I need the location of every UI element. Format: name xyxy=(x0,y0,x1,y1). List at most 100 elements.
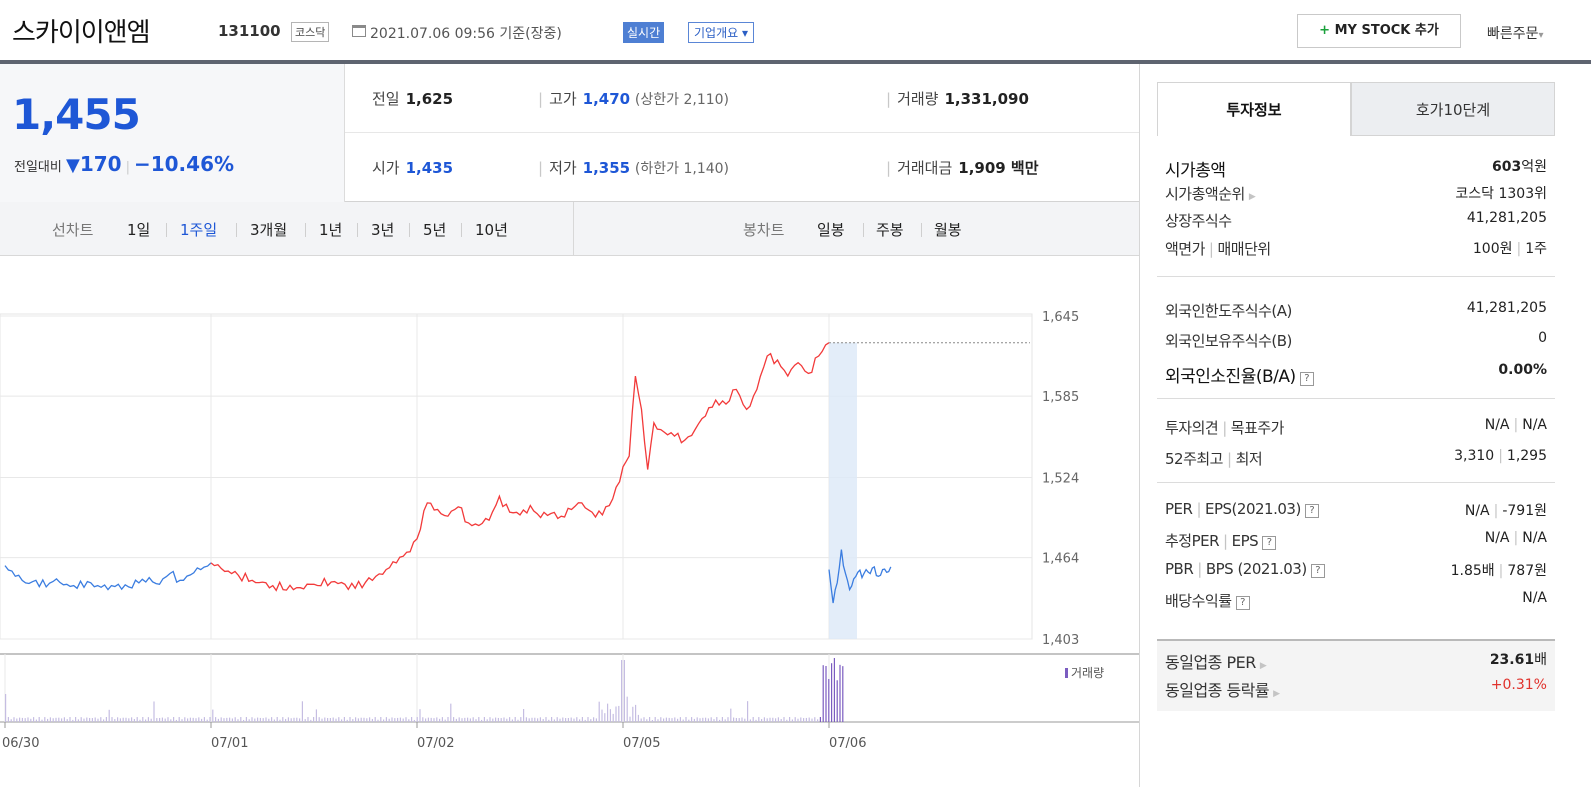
tab-1year[interactable]: 1년 xyxy=(319,221,343,239)
tab-weekly[interactable]: 주봉 xyxy=(876,221,904,239)
volume-bar xyxy=(738,718,740,722)
volume-bar xyxy=(811,718,813,722)
volume-bar xyxy=(391,717,393,722)
add-mystock-button[interactable]: + MY STOCK 추가 xyxy=(1297,14,1461,48)
trade-unit-label: 매매단위 xyxy=(1217,240,1271,258)
volume-bar xyxy=(772,717,774,722)
volume-bar xyxy=(35,719,37,722)
volume-bar xyxy=(461,718,463,722)
tab-3year[interactable]: 3년 xyxy=(371,221,395,239)
help-icon[interactable]: ? xyxy=(1304,504,1319,518)
volume-bar xyxy=(601,709,603,722)
volume-bar xyxy=(741,717,743,722)
volume-bar xyxy=(229,717,231,722)
chevron-right-icon: ▶ xyxy=(1248,192,1256,202)
tab-5year[interactable]: 5년 xyxy=(423,221,447,239)
volume-bar xyxy=(506,718,508,722)
volume-bar xyxy=(509,717,511,722)
volume-bar xyxy=(635,704,637,722)
help-icon[interactable]: ? xyxy=(1262,536,1277,550)
calendar-icon xyxy=(352,25,366,37)
volume-bar xyxy=(69,717,71,722)
volume-bar xyxy=(649,717,651,722)
help-icon[interactable]: ? xyxy=(1310,564,1325,578)
volume-bar xyxy=(122,717,124,722)
volume-bar xyxy=(584,719,586,722)
volume-bar xyxy=(682,719,684,722)
peer-per-row[interactable]: 동일업종 PER ▶ 23.61배 xyxy=(1165,652,1547,672)
volume-bar xyxy=(702,717,704,722)
candle-chart-label[interactable]: 봉차트 xyxy=(743,221,785,239)
y-tick-label: 1,585 xyxy=(1042,390,1079,405)
volume-bar xyxy=(117,717,119,722)
dividend-value: N/A xyxy=(1522,590,1547,606)
tab-10year[interactable]: 10년 xyxy=(475,221,508,239)
market-cap-label: 시가총액 xyxy=(1165,161,1226,181)
volume-bar xyxy=(422,717,424,722)
volume-bar xyxy=(615,706,617,722)
market-cap-rank-row[interactable]: 시가총액순위 ▶ 코스닥 1303위 xyxy=(1165,183,1547,205)
market-cap-rank-label: 시가총액순위 xyxy=(1165,185,1245,203)
tab-monthly[interactable]: 월봉 xyxy=(934,221,962,239)
est-eps-value: N/A xyxy=(1522,530,1547,546)
volume-bar xyxy=(97,718,99,722)
volume-bar xyxy=(475,719,477,722)
volume-bar xyxy=(371,718,373,722)
volume-bar xyxy=(72,719,74,722)
volume-bar xyxy=(556,717,558,722)
volume-bar xyxy=(397,717,399,722)
volume-bar xyxy=(399,717,401,722)
est-eps-label: EPS xyxy=(1231,532,1259,550)
peer-rate-row[interactable]: 동일업종 등락률 ▶ +0.31% xyxy=(1165,677,1547,700)
tab-invest-info[interactable]: 투자정보 xyxy=(1157,82,1351,136)
volume-bar xyxy=(310,719,312,722)
volume-bar xyxy=(486,719,488,722)
volume-bar xyxy=(828,678,830,722)
volume-bar xyxy=(251,717,253,722)
volume-bar xyxy=(455,718,457,722)
volume-bar xyxy=(187,718,189,722)
volume-bar xyxy=(240,717,242,722)
price-chart: 1,645 1,585 1,524 1,464 1,403 거래량 06/30 07/01 07… xyxy=(0,256,1140,787)
tab-1week[interactable]: 1주일 xyxy=(180,221,218,239)
tab-daily[interactable]: 일봉 xyxy=(817,221,845,239)
volume-bar xyxy=(209,717,211,722)
volume-bar xyxy=(752,717,754,722)
y-tick-label: 1,464 xyxy=(1042,552,1079,567)
volume-bar xyxy=(287,717,289,722)
volume-bar xyxy=(203,717,205,722)
volume-bar xyxy=(257,717,259,722)
dividend-row: 배당수익률? N/A xyxy=(1165,590,1547,612)
volume-bar xyxy=(719,719,721,722)
volume-bar xyxy=(517,719,519,722)
volume-bar xyxy=(133,719,135,722)
realtime-button[interactable]: 실시간 xyxy=(623,22,665,43)
volume-bar xyxy=(565,718,567,722)
peer-rate-value: +0.31% xyxy=(1490,677,1547,693)
help-icon[interactable]: ? xyxy=(1299,372,1314,386)
stock-header: 스카이이앤엠 131100 코스닥 2021.07.06 09:56 기준(장중… xyxy=(0,0,1591,62)
volume-bar xyxy=(500,718,502,722)
volume-bar xyxy=(539,717,541,722)
volume-bar xyxy=(749,719,751,722)
line-chart-label[interactable]: 선차트 xyxy=(52,221,94,239)
volume-bar xyxy=(769,717,771,722)
volume-bar xyxy=(573,718,575,722)
company-overview-dropdown[interactable]: 기업개요 ▾ xyxy=(688,22,754,43)
volume-bar xyxy=(55,717,57,722)
help-icon[interactable]: ? xyxy=(1235,596,1250,610)
volume-bar xyxy=(525,717,527,722)
volume-bar xyxy=(514,717,516,722)
market-badge: 코스닥 xyxy=(291,22,330,42)
quick-order-button[interactable]: 빠른주문▾ xyxy=(1487,23,1544,43)
tab-orderbook[interactable]: 호가10단계 xyxy=(1351,82,1555,136)
tab-3month[interactable]: 3개월 xyxy=(250,221,288,239)
volume-bar xyxy=(595,718,597,722)
volume-bar xyxy=(621,660,623,722)
stock-name: 스카이이앤엠 xyxy=(12,18,151,48)
volume-bar xyxy=(805,717,807,722)
volume-bar xyxy=(660,717,662,722)
volume-bar xyxy=(755,719,757,722)
tab-1day[interactable]: 1일 xyxy=(127,221,151,239)
volume-bar xyxy=(212,709,214,722)
